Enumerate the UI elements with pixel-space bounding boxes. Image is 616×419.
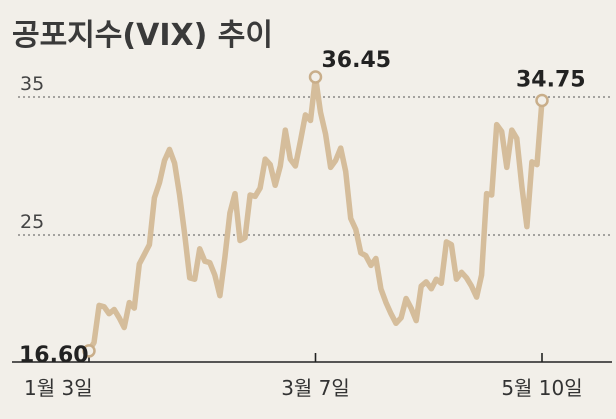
data-point-marker-2: [535, 93, 549, 108]
chart-title: 공포지수(VIX) 추이: [12, 18, 273, 53]
data-label-2: 34.75: [516, 67, 586, 92]
x-tick-label-1: 3월 7일: [281, 376, 350, 400]
data-point-marker-1: [308, 70, 323, 84]
y-tick-label-25: 25: [20, 211, 44, 233]
data-label-0: 16.60: [19, 343, 89, 368]
vix-series-line: [86, 74, 545, 354]
y-tick-label-35: 35: [20, 73, 44, 95]
data-point-marker-0: [82, 344, 96, 358]
data-label-1: 36.45: [322, 48, 392, 73]
x-tick-label-2: 5월 10일: [501, 376, 582, 400]
x-tick-label-0: 1월 3일: [24, 376, 93, 400]
